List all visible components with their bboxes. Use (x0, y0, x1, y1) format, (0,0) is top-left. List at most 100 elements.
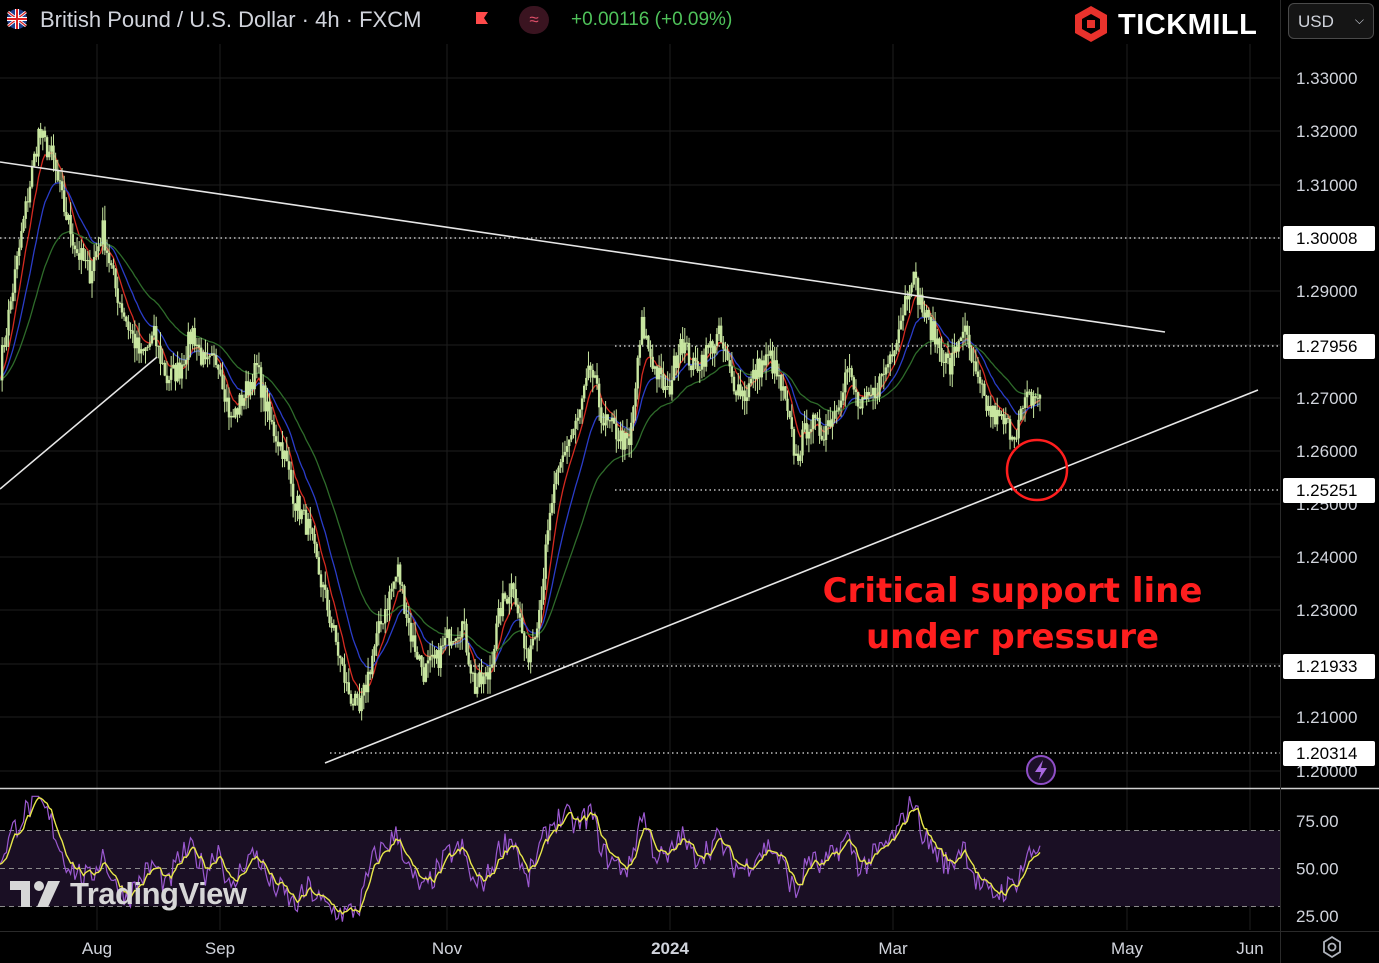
candle-body (296, 495, 299, 511)
candle-body (157, 345, 160, 347)
candle-body (88, 260, 92, 284)
candle-body (689, 365, 693, 371)
candle-body (431, 654, 434, 657)
candle-body (886, 364, 890, 368)
candle-body (199, 347, 203, 365)
candle-body (324, 584, 327, 590)
candle-body (116, 288, 119, 303)
candle-body (420, 655, 423, 668)
candle-body (743, 390, 746, 402)
candle-body (602, 422, 605, 426)
candle-body (595, 375, 599, 384)
candle-body (435, 650, 438, 659)
candle-body (805, 423, 808, 439)
candle-body (719, 325, 723, 343)
candle-body (208, 355, 211, 358)
candle-body (681, 338, 684, 354)
candle-body (604, 414, 607, 426)
candle-body (790, 417, 793, 430)
candle-body (546, 530, 550, 545)
candle-body (1032, 396, 1035, 406)
price-candles (0, 122, 1042, 721)
resistance-trendline (0, 161, 1166, 333)
candle-body (936, 338, 939, 345)
candle-body (889, 354, 892, 365)
candle-body (22, 218, 25, 232)
candle-body (957, 341, 960, 352)
candle-body (565, 446, 569, 452)
currency-select[interactable]: USD ⌵ (1288, 3, 1374, 39)
x-tick-label: 2024 (651, 939, 689, 958)
candle-body (1021, 407, 1025, 409)
candle-body (589, 365, 592, 370)
candle-body (1013, 436, 1016, 440)
candle-body (401, 584, 404, 586)
candle-body (989, 405, 992, 417)
annotation-line-2: under pressure (865, 617, 1160, 657)
candle-body (287, 461, 291, 470)
candle-body (197, 344, 201, 348)
candle-body (39, 128, 42, 138)
candle-body (732, 376, 736, 392)
candle-body (998, 409, 1001, 417)
candle-body (771, 350, 774, 374)
candle-body (396, 564, 400, 577)
candle-body (11, 292, 15, 302)
candle-body (906, 295, 909, 300)
candle-body (176, 362, 179, 382)
candle-body (1028, 391, 1031, 393)
candle-body (180, 364, 184, 379)
chevron-down-icon: ⌵ (1354, 13, 1364, 27)
candle-body (1000, 414, 1003, 417)
candle-body (375, 633, 378, 647)
candle-body (666, 386, 669, 388)
candle-body (638, 344, 642, 358)
candle-body (715, 334, 719, 346)
candle-body (585, 377, 588, 386)
candle-body (294, 503, 297, 511)
candle-body (1036, 397, 1040, 399)
candle-body (730, 366, 734, 377)
candle-body (219, 369, 222, 375)
price-level-label: 1.21933 (1296, 657, 1357, 676)
candle-body (679, 338, 682, 356)
candle-body (987, 405, 990, 411)
candle-body (503, 593, 507, 599)
candle-body (379, 621, 383, 625)
candle-body (814, 414, 817, 419)
candle-body (518, 613, 522, 618)
candle-body (908, 292, 911, 300)
candle-body (811, 414, 815, 430)
indicator-icon[interactable]: ≈ (519, 6, 549, 34)
candle-body (807, 431, 811, 439)
candle-body (535, 628, 539, 638)
settings-icon[interactable] (1320, 935, 1344, 959)
candle-body (321, 584, 325, 588)
candle-body (645, 335, 648, 339)
candle-body (946, 353, 950, 358)
candle-body (991, 405, 995, 417)
candle-body (202, 352, 205, 365)
candle-body (270, 420, 273, 422)
candle-body (927, 309, 930, 318)
symbol-title[interactable]: British Pound / U.S. Dollar · 4h · FXCM (40, 7, 422, 32)
candle-body (655, 366, 659, 380)
candle-body (148, 343, 151, 347)
candle-body (405, 613, 408, 618)
candle-body (426, 660, 430, 664)
candle-body (482, 676, 485, 685)
candle-body (713, 345, 716, 354)
candle-body (388, 591, 391, 610)
rsi-line (0, 795, 1041, 922)
candle-body (354, 693, 357, 706)
candle-body (476, 686, 479, 694)
flag-marker-icon[interactable] (474, 11, 490, 27)
candle-body (816, 417, 819, 419)
candle-body (3, 345, 6, 347)
candle-body (587, 365, 590, 378)
lightning-icon[interactable] (1025, 754, 1057, 786)
candle-body (867, 391, 871, 396)
candle-body (775, 360, 778, 377)
candle-body (227, 397, 231, 418)
